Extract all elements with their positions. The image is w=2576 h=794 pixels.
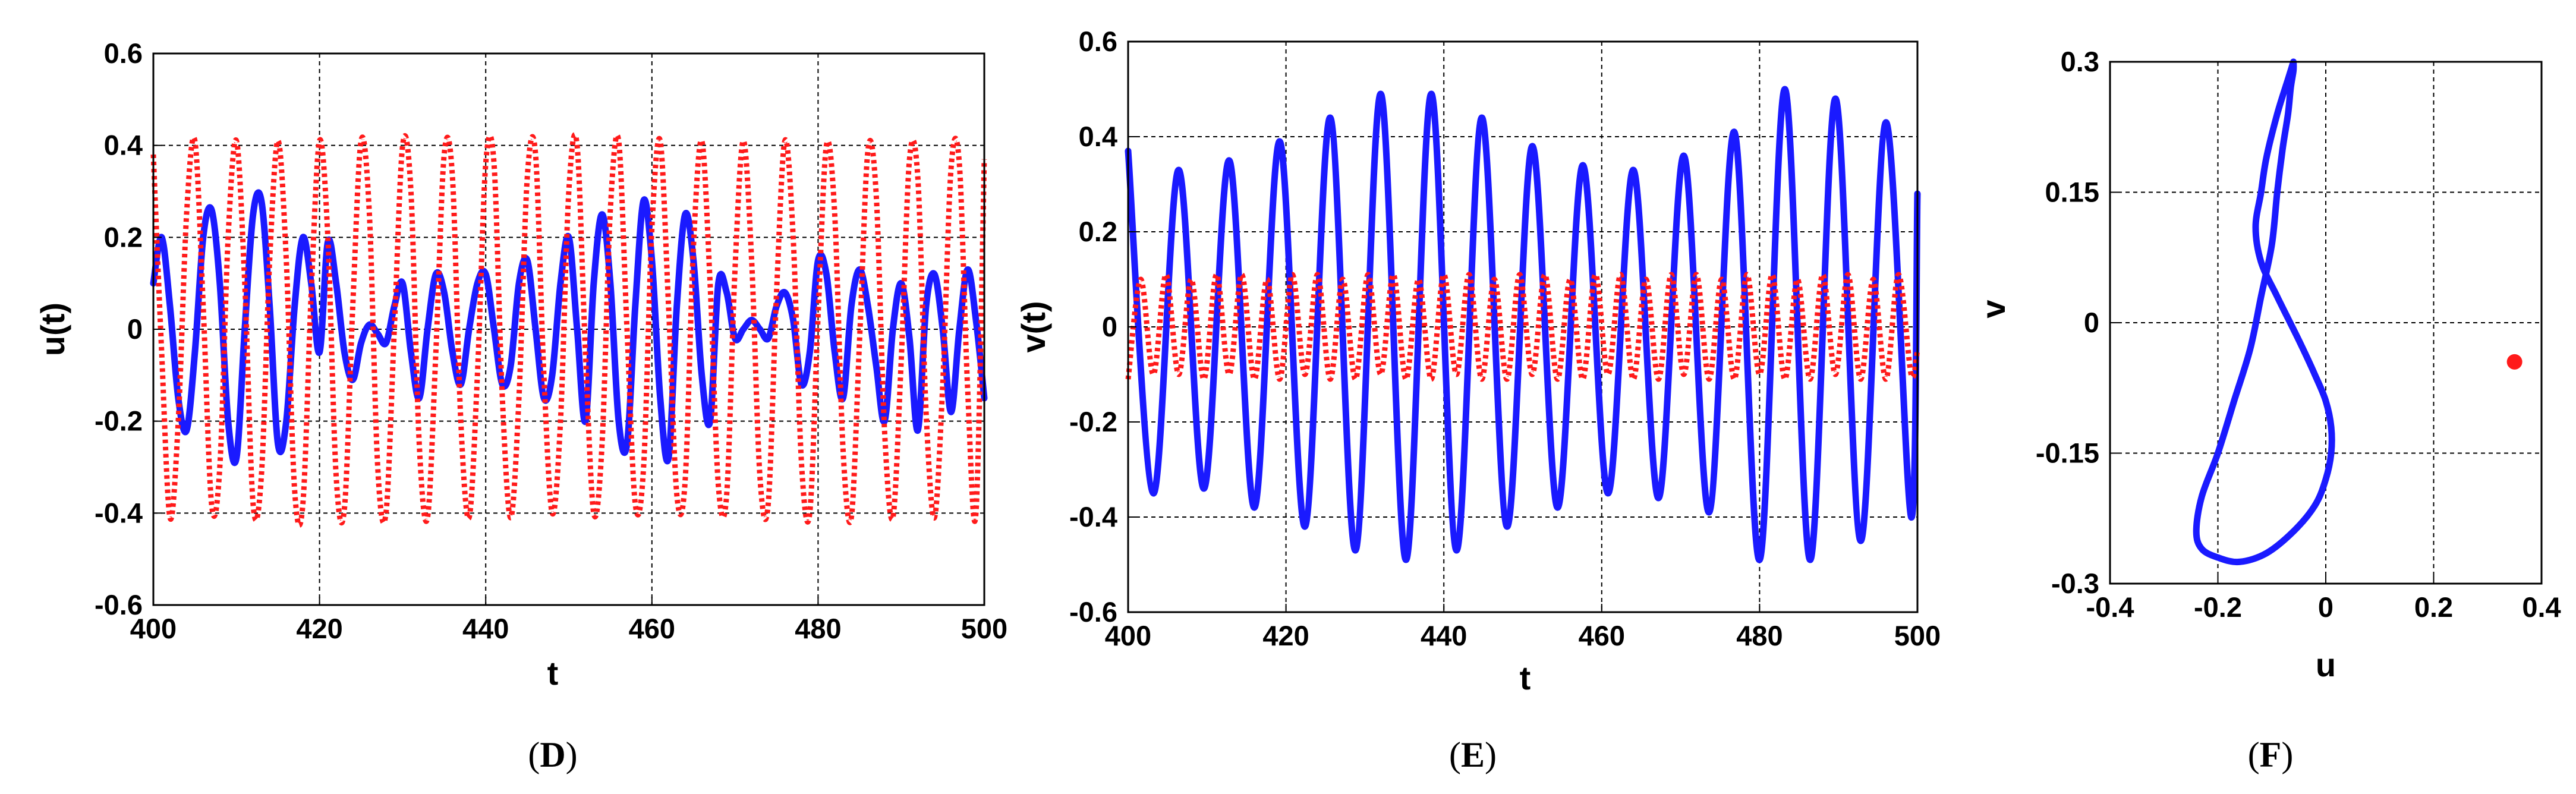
series-f	[2193, 58, 2523, 566]
x-tick-label: 500	[961, 613, 1007, 644]
x-tick-label: 400	[130, 613, 177, 644]
series-e	[1125, 86, 1921, 563]
x-tick-label: 480	[1736, 620, 1783, 651]
y-tick-label: -0.4	[95, 497, 143, 528]
series-d	[150, 132, 988, 528]
x-tick-label: 440	[462, 613, 509, 644]
y-axis-label-e: v(t)	[1015, 301, 1052, 352]
y-tick-label: -0.3	[2051, 568, 2099, 599]
y-tick-label: 0.6	[104, 37, 143, 69]
y-tick-label: -0.15	[2036, 437, 2099, 469]
series-line-orbit	[2193, 58, 2335, 566]
x-tick-label: 500	[1894, 620, 1941, 651]
y-tick-label: -0.2	[1069, 406, 1117, 437]
x-axis-label-d: t	[547, 654, 559, 692]
x-tick-label: 0.4	[2522, 591, 2561, 623]
y-tick-label: 0.3	[2061, 46, 2099, 77]
x-ticks-f: -0.4 -0.2 0 0.2 0.4	[2086, 575, 2561, 623]
y-tick-label: -0.4	[1069, 501, 1117, 533]
chart-f: 0.3 0.15 0 -0.15 -0.3 -0.4 -0.2 0 0.2 0.4 u v (F…	[1974, 46, 2561, 774]
y-tick-label: 0.2	[1079, 216, 1117, 247]
y-tick-label: 0.4	[104, 130, 143, 161]
y-tick-label: -0.6	[1069, 596, 1117, 628]
x-tick-label: 420	[296, 613, 342, 644]
y-ticks-f: 0.3 0.15 0 -0.15 -0.3	[2036, 46, 2118, 599]
panel-label-d: (D)	[528, 735, 577, 774]
x-tick-label: 440	[1421, 620, 1467, 651]
grid-f	[2110, 62, 2542, 584]
x-tick-label: 400	[1105, 620, 1151, 651]
series-line-solid	[1125, 86, 1921, 563]
y-tick-label: 0	[2084, 307, 2099, 338]
y-tick-label: 0.2	[104, 221, 143, 253]
y-ticks-d: 0.6 0.4 0.2 0 -0.2 -0.4 -0.6	[95, 37, 162, 620]
x-tick-label: 460	[629, 613, 675, 644]
panel-label-f: (F)	[2248, 735, 2294, 774]
x-ticks-d: 400 420 440 460 480 500	[130, 597, 1007, 644]
x-axis-label-f: u	[2316, 646, 2336, 683]
y-tick-label: 0.4	[1079, 121, 1117, 152]
chart-e: 0.6 0.4 0.2 0 -0.2 -0.4 -0.6 400 420 440 460 480 50…	[1015, 26, 1941, 774]
series-line-solid	[150, 189, 988, 467]
x-tick-label: 0	[2318, 591, 2333, 623]
fixed-point-marker	[2506, 354, 2523, 370]
panel-label-e: (E)	[1449, 735, 1497, 774]
y-ticks-e: 0.6 0.4 0.2 0 -0.2 -0.4 -0.6	[1069, 26, 1136, 628]
y-tick-label: 0	[127, 313, 143, 345]
y-axis-label-d: u(t)	[34, 303, 71, 356]
x-ticks-e: 400 420 440 460 480 500	[1105, 604, 1941, 651]
grid-d	[153, 53, 984, 605]
y-tick-label: 0	[1102, 311, 1117, 342]
series-line-dotted	[150, 132, 987, 528]
y-tick-label: 0.15	[2045, 177, 2099, 208]
x-tick-label: -0.4	[2086, 591, 2134, 623]
y-tick-label: 0.6	[1079, 26, 1117, 57]
x-axis-label-e: t	[1520, 659, 1531, 697]
x-tick-label: 480	[795, 613, 841, 644]
y-tick-label: -0.6	[95, 589, 143, 620]
chart-d: 0.6 0.4 0.2 0 -0.2 -0.4 -0.6 400 420 440 460 480 50…	[34, 37, 1007, 774]
x-tick-label: -0.2	[2194, 591, 2242, 623]
y-tick-label: -0.2	[95, 405, 143, 437]
x-tick-label: 420	[1262, 620, 1309, 651]
x-tick-label: 460	[1579, 620, 1625, 651]
series-line-dotted	[1125, 272, 1920, 382]
x-tick-label: 0.2	[2414, 591, 2453, 623]
y-axis-label-f: v	[1974, 300, 2012, 318]
